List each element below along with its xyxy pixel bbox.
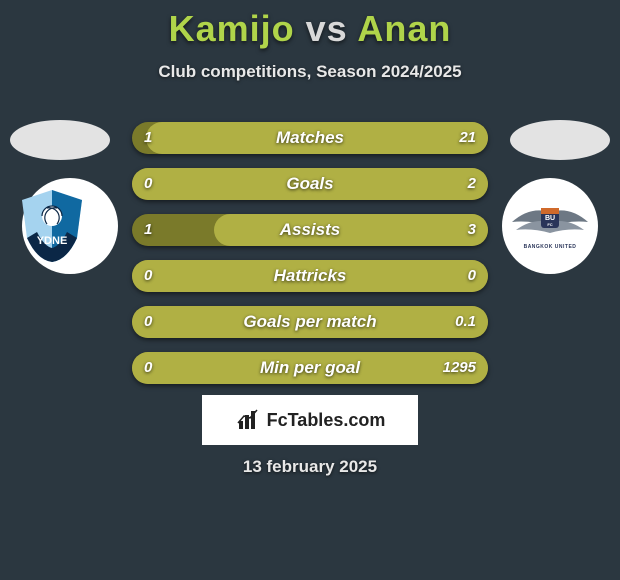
svg-text:BANGKOK UNITED: BANGKOK UNITED — [524, 244, 577, 250]
fctables-link[interactable]: FcTables.com — [202, 395, 418, 445]
stat-row: 121Matches — [132, 122, 488, 154]
player2-name: Anan — [357, 8, 451, 49]
stat-label: Min per goal — [132, 352, 488, 384]
bangkok-united-wings-icon: BU FC BANGKOK UNITED — [502, 178, 598, 274]
stat-label: Goals per match — [132, 306, 488, 338]
player1-club-logo: YDNE — [22, 178, 118, 274]
stat-label: Goals — [132, 168, 488, 200]
sydney-fc-shield-icon: YDNE — [22, 190, 82, 262]
stat-label: Assists — [132, 214, 488, 246]
subtitle: Club competitions, Season 2024/2025 — [0, 62, 620, 82]
svg-text:FC: FC — [547, 222, 552, 227]
title-vs: vs — [295, 8, 358, 49]
player2-badge-ellipse — [510, 120, 610, 160]
bar-chart-icon — [235, 407, 261, 433]
comparison-card: Kamijo vs Anan Club competitions, Season… — [0, 0, 620, 580]
svg-text:YDNE: YDNE — [37, 235, 68, 247]
stat-row: 02Goals — [132, 168, 488, 200]
stat-row: 01295Min per goal — [132, 352, 488, 384]
stat-row: 13Assists — [132, 214, 488, 246]
date-label: 13 february 2025 — [0, 457, 620, 477]
player1-badge-ellipse — [10, 120, 110, 160]
stat-row: 00Hattricks — [132, 260, 488, 292]
stat-row: 00.1Goals per match — [132, 306, 488, 338]
stat-label: Hattricks — [132, 260, 488, 292]
stat-label: Matches — [132, 122, 488, 154]
player1-name: Kamijo — [169, 8, 295, 49]
fctables-label: FcTables.com — [267, 410, 386, 431]
page-title: Kamijo vs Anan — [0, 0, 620, 50]
stats-container: 121Matches 02Goals 13Assists 00Hattricks 00.… — [132, 122, 488, 398]
svg-text:BU: BU — [545, 215, 555, 222]
player2-club-logo: BU FC BANGKOK UNITED — [502, 178, 598, 274]
